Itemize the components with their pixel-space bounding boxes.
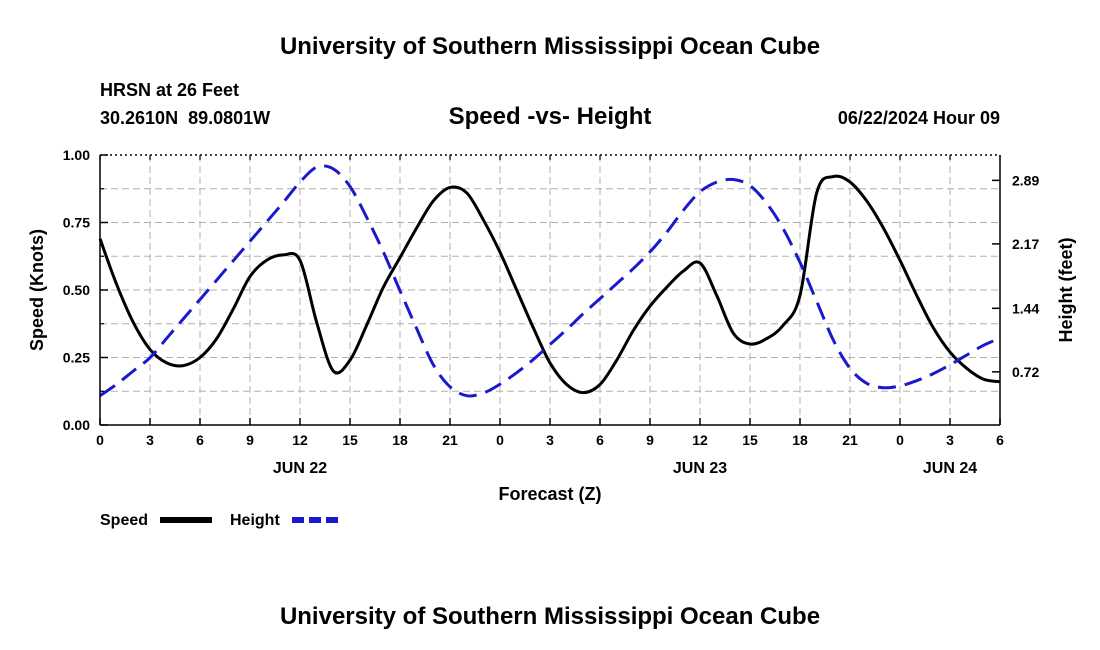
main-title: University of Southern Mississippi Ocean… bbox=[280, 33, 820, 60]
legend-speed-label: Speed bbox=[100, 512, 148, 529]
x-axis-label: Forecast (Z) bbox=[498, 484, 601, 504]
coordinates-label: 30.2610N 89.0801W bbox=[100, 108, 270, 128]
series-speed-line bbox=[98, 174, 1001, 395]
x-tick-label: 9 bbox=[246, 432, 254, 448]
x-tick-label: 12 bbox=[692, 432, 708, 448]
x-tick-label: 12 bbox=[292, 432, 308, 448]
date-label: JUN 23 bbox=[673, 460, 727, 477]
grid-lines bbox=[100, 155, 1000, 425]
y2-tick-label: 1.44 bbox=[1012, 300, 1039, 316]
x-tick-label: 3 bbox=[546, 432, 554, 448]
x-tick-label: 0 bbox=[496, 432, 504, 448]
x-tick-label: 21 bbox=[842, 432, 858, 448]
forecast-datetime: 06/22/2024 Hour 09 bbox=[838, 108, 1000, 128]
x-tick-label: 21 bbox=[442, 432, 458, 448]
axes: 0 3 6 9 12 15 18 21 0 3 6 9 12 15 18 21 0 3 6 JUN 22 JUN 23 J… bbox=[63, 147, 1040, 477]
y-tick-label: 0.00 bbox=[63, 417, 90, 433]
footer-title: University of Southern Mississippi Ocean… bbox=[280, 603, 820, 630]
y-tick-label: 1.00 bbox=[63, 147, 90, 163]
series-height-line bbox=[99, 164, 1001, 398]
date-label: JUN 24 bbox=[923, 460, 977, 477]
y-tick-label: 0.25 bbox=[63, 350, 90, 366]
x-tick-label: 0 bbox=[96, 432, 104, 448]
x-tick-label: 6 bbox=[196, 432, 204, 448]
x-tick-label: 9 bbox=[646, 432, 654, 448]
x-tick-label: 3 bbox=[146, 432, 154, 448]
data-series bbox=[98, 164, 1001, 398]
y-axis-label: Speed (Knots) bbox=[27, 229, 47, 351]
x-tick-label: 18 bbox=[392, 432, 408, 448]
x-tick-label: 18 bbox=[792, 432, 808, 448]
legend: Speed Height bbox=[100, 512, 342, 529]
x-tick-label: 15 bbox=[742, 432, 758, 448]
y2-tick-label: 2.17 bbox=[1012, 236, 1039, 252]
y-tick-label: 0.75 bbox=[63, 215, 90, 231]
chart-subtitle: Speed -vs- Height bbox=[449, 103, 652, 130]
y2-tick-label: 0.72 bbox=[1012, 364, 1039, 380]
x-tick-label: 0 bbox=[896, 432, 904, 448]
x-tick-label: 6 bbox=[596, 432, 604, 448]
legend-height-label: Height bbox=[230, 512, 280, 529]
date-label: JUN 22 bbox=[273, 460, 327, 477]
x-tick-label: 15 bbox=[342, 432, 358, 448]
y2-axis-label: Height (feet) bbox=[1056, 238, 1076, 343]
x-tick-label: 3 bbox=[946, 432, 954, 448]
station-label: HRSN at 26 Feet bbox=[100, 80, 239, 100]
x-tick-label: 6 bbox=[996, 432, 1004, 448]
y-tick-label: 0.50 bbox=[63, 282, 90, 298]
y2-tick-label: 2.89 bbox=[1012, 172, 1039, 188]
